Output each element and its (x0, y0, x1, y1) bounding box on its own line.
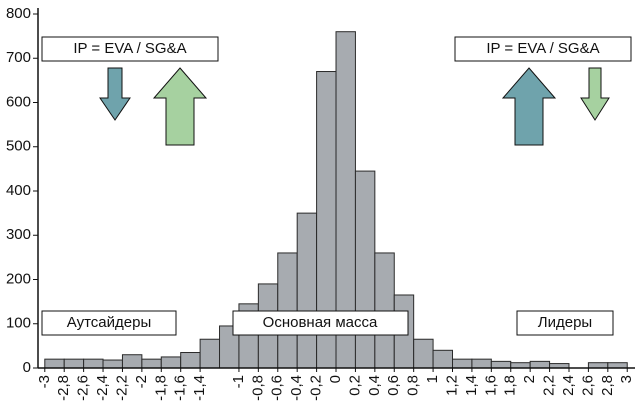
x-tick-label: 2 (521, 375, 538, 383)
x-tick-label: -1,6 (172, 375, 189, 401)
bar (413, 338, 434, 369)
x-tick-label: 1,4 (463, 375, 480, 396)
x-tick-label: -0,4 (288, 375, 305, 401)
annotation: Аутсайдеры (67, 314, 151, 331)
x-tick-label: -1 (230, 375, 247, 388)
bar (529, 360, 551, 369)
x-tick-label: 1 (424, 375, 441, 383)
annotation-box (232, 310, 409, 336)
bar (296, 212, 318, 369)
x-tick-label: -0,2 (308, 375, 325, 401)
y-tick-label: 100 (6, 315, 31, 332)
x-tick-label: 2,4 (560, 375, 577, 396)
bar (607, 362, 628, 369)
bar (277, 252, 298, 369)
annotation-box (516, 310, 614, 336)
bar (180, 352, 201, 369)
bar (490, 360, 512, 369)
bar (510, 362, 531, 369)
arrow-up (501, 67, 557, 146)
x-tick-label: 0,2 (346, 375, 363, 396)
bar (141, 358, 162, 369)
bar (63, 358, 85, 369)
bar (121, 354, 143, 369)
y-tick-label: 300 (6, 226, 31, 243)
x-tick-label: 3 (618, 375, 635, 383)
bar (471, 358, 492, 369)
arrow-up (152, 67, 208, 146)
x-tick-label: 0,6 (385, 375, 402, 396)
annotation: IP = EVA / SG&A (486, 40, 599, 57)
bar (587, 362, 609, 369)
x-tick-label: -1,4 (191, 375, 208, 401)
x-tick-label: 1,2 (443, 375, 460, 396)
bar (44, 358, 65, 369)
annotation: Основная масса (263, 314, 378, 331)
x-tick-label: -0,8 (249, 375, 266, 401)
x-tick-label: -2 (133, 375, 150, 388)
x-tick-label: 2,6 (579, 375, 596, 396)
arrow-down (580, 67, 610, 121)
y-tick-label: 500 (6, 138, 31, 155)
y-tick-label: 400 (6, 182, 31, 199)
bar (102, 359, 123, 369)
x-tick-label: -3 (36, 375, 53, 388)
annotation: Лидеры (538, 314, 592, 331)
bar (83, 358, 104, 369)
bar (452, 358, 473, 369)
x-tick-label: 1,6 (482, 375, 499, 396)
x-tick-label: 0 (327, 375, 344, 383)
x-tick-label: -2,6 (75, 375, 92, 401)
annotation-box (41, 310, 177, 336)
annotation: IP = EVA / SG&A (73, 40, 186, 57)
x-tick-label: -0,6 (269, 375, 286, 401)
x-tick-label: 1,8 (502, 375, 519, 396)
bar (354, 170, 376, 369)
annotation-box (454, 36, 632, 62)
y-tick-label: 800 (6, 5, 31, 22)
bar (374, 252, 395, 369)
x-tick-label: 0,4 (366, 375, 383, 396)
x-tick-label: 2,8 (599, 375, 616, 396)
x-tick-label: 2,2 (541, 375, 558, 396)
y-tick-label: 200 (6, 270, 31, 287)
x-tick-label: -1,8 (152, 375, 169, 401)
x-tick-label: 0,8 (405, 375, 422, 396)
y-tick-label: 0 (23, 359, 31, 376)
x-tick-label: -2,4 (94, 375, 111, 401)
annotation-box (41, 36, 219, 62)
arrow-down (99, 67, 131, 121)
x-tick-label: -2,2 (113, 375, 130, 401)
bar (199, 338, 221, 369)
bar (160, 356, 182, 369)
y-tick-label: 700 (6, 49, 31, 66)
y-tick-label: 600 (6, 93, 31, 110)
bar (432, 349, 454, 369)
x-tick-label: -2,8 (55, 375, 72, 401)
